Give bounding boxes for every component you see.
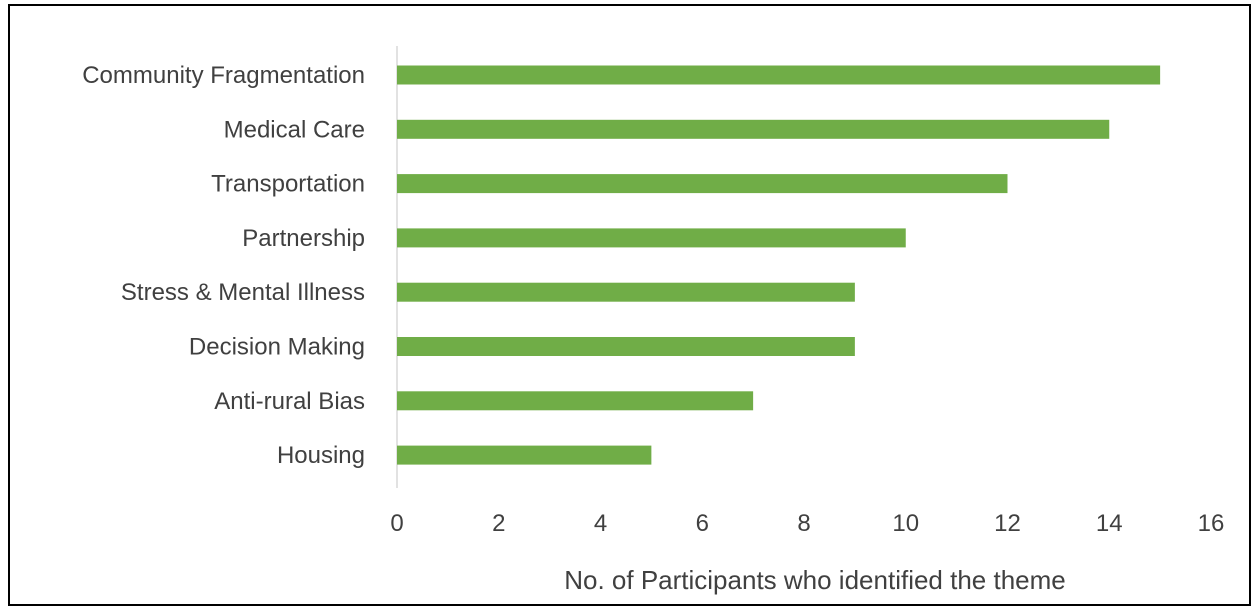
category-label: Partnership	[242, 225, 365, 252]
category-labels: Community Fragmentation Medical Care Trans…	[82, 62, 365, 469]
x-tick-label: 16	[1198, 510, 1225, 537]
bar	[397, 174, 1008, 194]
bar	[397, 391, 754, 411]
bar	[397, 119, 1110, 139]
category-label: Stress & Mental Illness	[121, 279, 365, 306]
category-label: Transportation	[211, 171, 365, 198]
bar	[397, 445, 652, 465]
x-axis-title: No. of Participants who identified the t…	[564, 565, 1066, 595]
bar	[397, 228, 906, 248]
bar	[397, 65, 1161, 85]
x-tick-label: 4	[594, 510, 607, 537]
category-label: Community Fragmentation	[82, 62, 365, 89]
bar	[397, 337, 855, 356]
bars-layer	[397, 65, 1161, 465]
category-label: Housing	[277, 442, 365, 469]
x-tick-label: 12	[994, 510, 1021, 537]
x-tick-label: 8	[797, 510, 810, 537]
x-tick-labels: 0 2 4 6 8 10 12 14 16	[390, 510, 1224, 537]
x-tick-label: 2	[492, 510, 505, 537]
x-tick-label: 6	[696, 510, 709, 537]
category-label: Medical Care	[224, 116, 365, 143]
x-tick-label: 0	[390, 510, 403, 537]
category-label: Anti-rural Bias	[214, 388, 365, 415]
category-label: Decision Making	[189, 334, 365, 361]
x-tick-label: 14	[1096, 510, 1123, 537]
x-tick-label: 10	[892, 510, 919, 537]
bar	[397, 282, 855, 302]
chart-frame	[8, 4, 1251, 606]
